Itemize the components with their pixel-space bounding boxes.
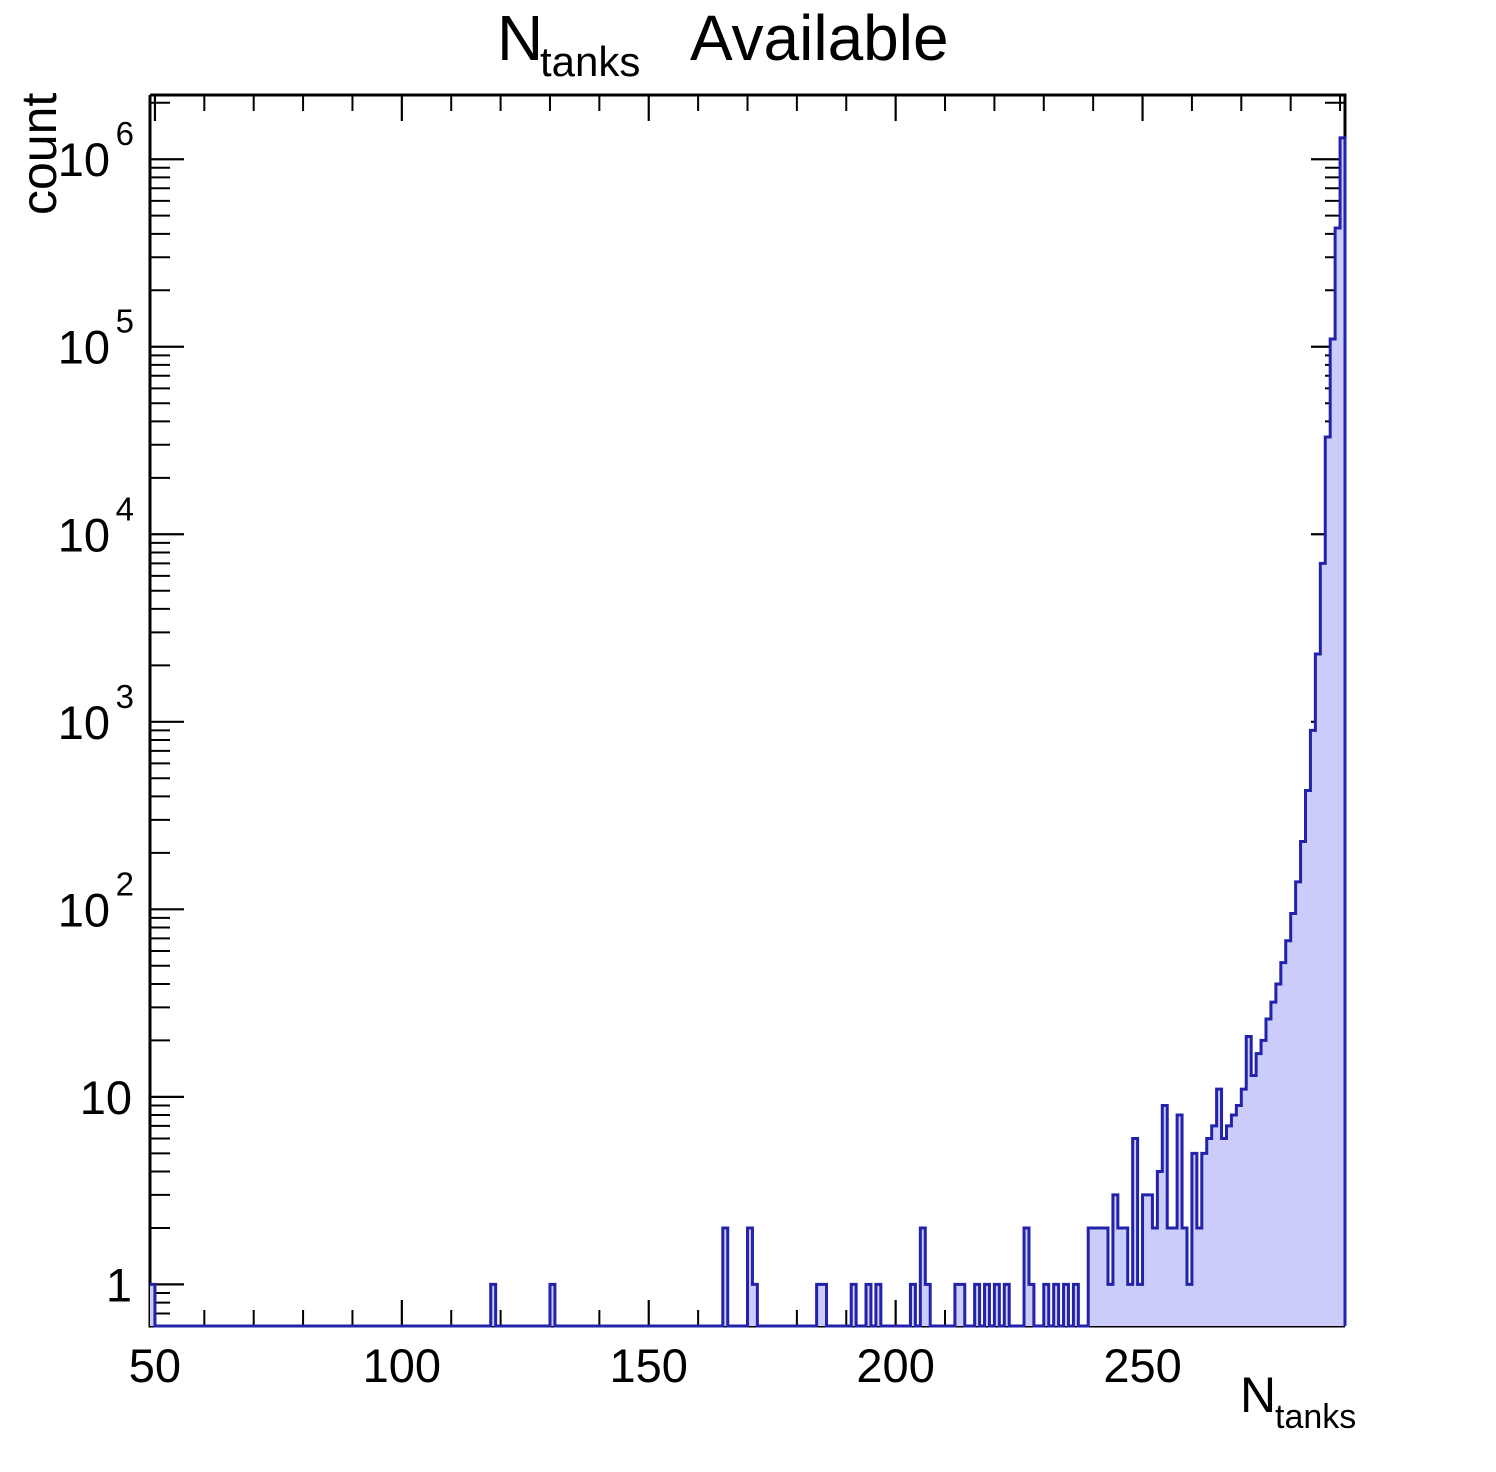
y-tick-label-exponent: 6 — [116, 115, 134, 152]
y-axis-title: count — [11, 93, 67, 215]
plot-title-base: N — [497, 2, 543, 74]
y-tick-label: 10 — [58, 133, 110, 186]
histogram-outline — [150, 136, 1347, 1328]
x-axis-ticks — [153, 95, 1342, 1326]
x-axis-title-base: N — [1240, 1367, 1276, 1423]
x-tick-label: 100 — [363, 1339, 441, 1392]
y-tick-label: 1 — [106, 1258, 132, 1311]
y-tick-label-exponent: 2 — [116, 865, 134, 902]
x-axis-tick-labels: 50 100 150 200 250 — [129, 1339, 1182, 1392]
x-tick-label: 200 — [856, 1339, 934, 1392]
x-tick-label: 150 — [610, 1339, 688, 1392]
y-tick-label: 10 — [58, 696, 110, 749]
x-tick-label: 250 — [1103, 1339, 1181, 1392]
x-axis-title-subscript: tanks — [1275, 1398, 1356, 1436]
y-tick-label-exponent: 4 — [116, 490, 134, 527]
y-tick-label: 10 — [80, 1071, 132, 1124]
y-tick-label-exponent: 3 — [116, 678, 134, 715]
histogram-fill — [150, 137, 1345, 1327]
x-tick-label: 50 — [129, 1339, 181, 1392]
y-tick-label: 10 — [58, 883, 110, 936]
plot-title-subscript: tanks — [540, 38, 640, 85]
y-tick-label-exponent: 5 — [116, 303, 134, 340]
y-tick-label: 10 — [58, 508, 110, 561]
plot-title-rest: Available — [690, 2, 949, 74]
y-tick-label: 10 — [58, 321, 110, 374]
